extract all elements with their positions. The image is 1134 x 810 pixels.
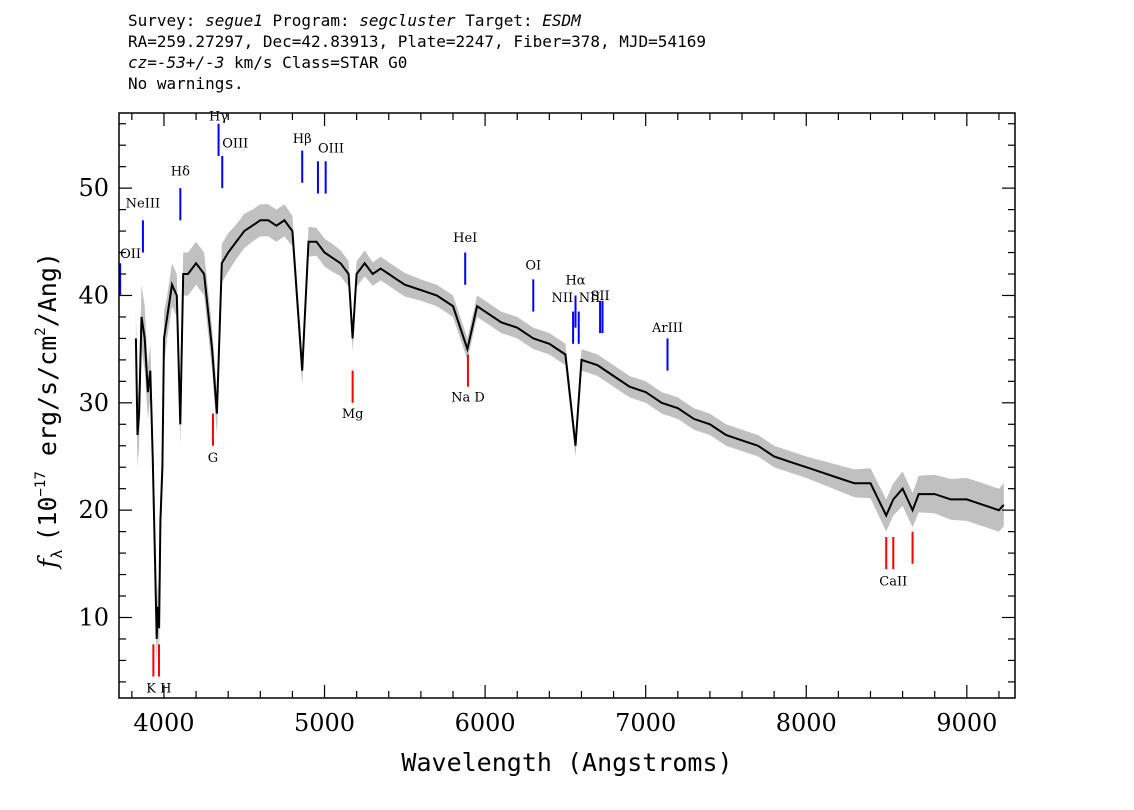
emission-line-label: NII [579,291,601,306]
header-line-redshift: cz=-53+/-3 km/s Class=STAR G0 [128,53,408,72]
y-tick-label: 30 [78,389,109,417]
emission-line-label: ArIII [651,321,683,336]
emission-line-label: Hα [565,274,585,289]
y-tick-label: 40 [78,281,109,309]
emission-line-label: Hβ [293,132,312,147]
flux-line [134,218,1005,640]
y-axis-title: fλ(10−17 erg/s/cm2/Ang) [33,252,66,570]
absorption-line-markers: K H G Mg Na D CaII [146,354,914,697]
x-tick-label: 6000 [455,709,516,737]
absorption-line-label: Na D [451,391,485,406]
emission-line-label: OII [120,247,141,262]
emission-line-label: OI [525,259,541,274]
x-tick-label: 9000 [936,709,997,737]
header-line-survey: Survey: segue1 Program: segcluster Targe… [128,11,581,30]
y-tick-label: 20 [78,496,109,524]
y-axis: 10 20 30 40 50 [78,123,1015,683]
absorption-line-label: Mg [342,407,364,422]
emission-line-label: NII [551,291,573,306]
x-axis-title: Wavelength (Angstroms) [401,748,732,777]
y-tick-label: 50 [78,174,109,202]
x-tick-label: 5000 [294,709,355,737]
absorption-line-label: K H [146,682,171,697]
flux-error-band [135,204,1004,666]
emission-line-label: OIII [222,136,248,151]
emission-line-label: Hγ [209,110,228,125]
y-tick-label: 10 [78,603,109,631]
emission-line-label: NeIII [126,196,160,211]
header-line-warnings: No warnings. [128,74,244,93]
x-tick-label: 8000 [776,709,837,737]
spectrum-header: Survey: segue1 Program: segcluster Targe… [128,10,706,94]
plot-frame [118,112,1016,699]
x-tick-label: 4000 [133,709,194,737]
header-line-coordinates: RA=259.27297, Dec=42.83913, Plate=2247, … [128,32,706,51]
x-axis: 4000 5000 6000 7000 8000 9000 [131,113,1000,737]
emission-line-label: Hδ [171,164,190,179]
emission-line-label: OIII [318,142,344,157]
absorption-line-label: G [208,451,218,466]
absorption-line-label: CaII [879,574,907,589]
emission-line-label: HeI [453,231,477,246]
emission-line-label: SII [590,289,609,304]
x-tick-label: 7000 [615,709,676,737]
